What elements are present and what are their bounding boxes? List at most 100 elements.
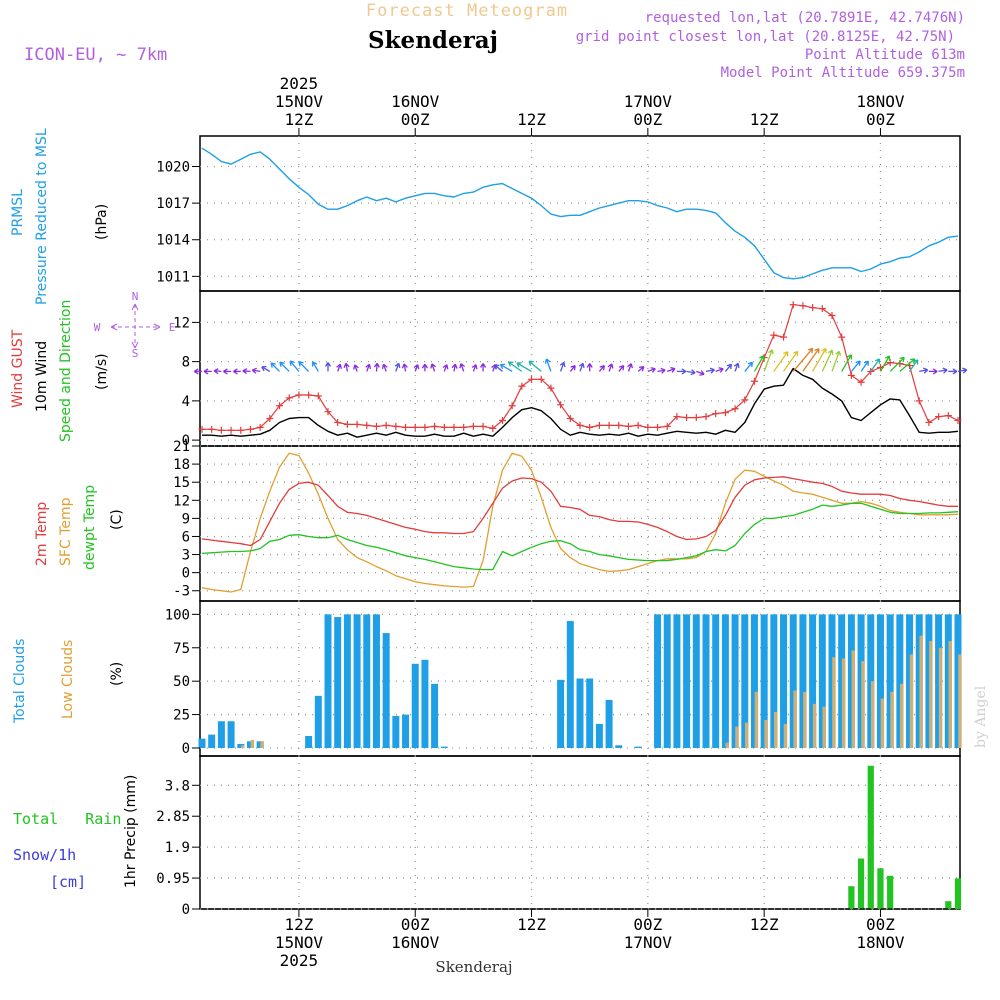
wind-arrow: [373, 362, 380, 372]
total-clouds-bar: [615, 745, 623, 748]
y-ticks-layer: 101110141017102004812-303691215182102550…: [156, 160, 200, 918]
wind-arrow: [508, 361, 523, 372]
gust-marker: [673, 413, 681, 421]
gust-marker: [431, 422, 439, 430]
wind-arrow: [802, 348, 820, 372]
point-altitude: Point Altitude 613m: [805, 47, 965, 63]
wind-arrow: [261, 365, 271, 372]
gust-marker: [402, 423, 410, 431]
gust-marker: [944, 412, 952, 420]
gust-marker: [847, 371, 855, 379]
wind-tick-label: 0: [182, 433, 190, 449]
wind-arrow: [413, 364, 420, 372]
wind-arrow: [242, 368, 251, 375]
total-clouds-bar: [741, 614, 749, 748]
pressure-tick-label: 1011: [156, 269, 190, 285]
gust-marker: [324, 408, 332, 416]
model-label: ICON-EU, ~ 7km: [24, 45, 167, 65]
total-clouds-bar: [237, 743, 245, 748]
gust-marker: [566, 415, 574, 423]
total-clouds-bar: [683, 614, 691, 748]
bottom-time-label: 12Z: [750, 915, 779, 934]
grid-point-coords: grid point closest lon,lat (20.8125E, 42…: [576, 29, 955, 45]
wind-arrow: [459, 363, 466, 372]
wind-arrow: [270, 362, 280, 372]
low-clouds-bar: [250, 739, 255, 748]
precip-tick-label: 1.9: [165, 840, 190, 856]
wind-arrow: [251, 367, 261, 374]
gust-marker: [586, 423, 594, 431]
wind-arrow: [889, 356, 905, 372]
wind-arrow: [559, 361, 566, 372]
chart-title: Forecast Meteogram: [366, 1, 568, 21]
gust-marker: [421, 423, 429, 431]
wind-compass: N S W E: [94, 290, 176, 360]
total-clouds-bar: [246, 741, 254, 748]
low-clouds-bar: [764, 719, 768, 748]
wind-arrow: [578, 362, 585, 372]
total-clouds-bar: [896, 614, 904, 748]
wind-arrow: [569, 364, 576, 372]
rain-bar: [867, 765, 874, 909]
low-clouds-bar: [754, 691, 759, 748]
gust-marker: [276, 402, 284, 410]
total-clouds-bar: [411, 663, 419, 748]
top-time-label: 00Z: [633, 110, 662, 129]
wind-arrow: [657, 367, 666, 374]
wind-arrow: [627, 363, 633, 372]
total-clouds-bar: [935, 614, 943, 748]
total-clouds-bar: [944, 614, 952, 748]
pressure-tick-label: 1014: [156, 233, 190, 249]
total-clouds-bar: [847, 614, 855, 748]
gust-marker: [489, 424, 497, 432]
total-clouds-bar: [818, 614, 826, 748]
total-clouds-bar: [557, 679, 565, 748]
low-clouds-bar: [938, 647, 943, 748]
top-time-label: 16NOV: [391, 92, 440, 111]
bottom-time-label: 16NOV: [391, 933, 440, 952]
wind-arrow: [544, 358, 552, 372]
gust-marker: [731, 405, 739, 413]
gust-marker: [227, 426, 235, 434]
gust-marker: [683, 414, 691, 422]
wind-arrow: [647, 367, 656, 373]
gust-marker: [547, 384, 555, 392]
wind-arrow: [311, 361, 319, 372]
precip-panel-frame: [199, 755, 961, 910]
wind-arrow: [733, 362, 740, 372]
precip-tick-label: 2.85: [156, 809, 190, 825]
gust-marker: [624, 422, 632, 430]
wind-arrow: [365, 363, 372, 372]
wind-arrow: [193, 368, 202, 375]
precip-tick-label: 3.8: [165, 778, 190, 794]
gust-marker: [382, 421, 390, 429]
temp-tick-label: 12: [173, 493, 190, 509]
low-clouds-bar: [793, 690, 797, 748]
total-clouds-bar: [605, 699, 613, 748]
temp-tick-label: 0: [182, 566, 190, 582]
location-title: Skenderaj: [368, 27, 498, 54]
wind-arrow: [928, 368, 938, 375]
wind-arrow: [792, 347, 814, 372]
gust-marker: [615, 421, 623, 429]
top-time-label: 15NOV: [275, 92, 324, 111]
pressure-label-desc: Pressure Reduced to MSL: [34, 128, 50, 305]
model-altitude: Model Point Altitude 659.375m: [721, 65, 965, 81]
clouds-tick-label: 0: [182, 741, 190, 757]
gust-marker: [721, 409, 729, 417]
grid-layer: [200, 136, 960, 910]
wind-arrow: [499, 363, 513, 372]
gust-marker: [217, 426, 225, 434]
low-clouds-bar: [870, 681, 875, 748]
wind-arrow: [353, 364, 359, 372]
gust-marker: [295, 391, 303, 399]
compass-north: N: [132, 290, 139, 303]
low-clouds-bar: [735, 726, 739, 748]
wind-arrow: [919, 367, 929, 374]
total-clouds-bar: [954, 614, 962, 748]
total-clouds-bar: [663, 614, 671, 748]
gust-marker: [925, 418, 933, 426]
gust-marker: [343, 420, 351, 428]
wind-arrow: [480, 363, 487, 372]
